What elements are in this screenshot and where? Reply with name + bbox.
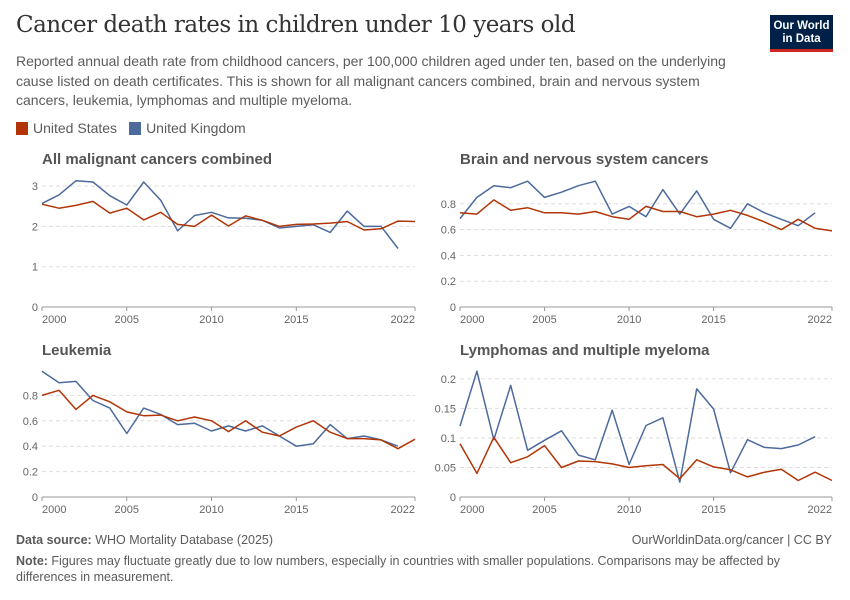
y-tick-label: 0.05 [435,462,456,474]
y-tick-label: 0.8 [23,390,38,402]
y-tick-label: 0.2 [23,467,38,479]
x-tick-label: 2010 [199,504,223,516]
x-tick-label: 2015 [284,504,308,516]
x-tick-label: 2000 [460,504,484,516]
y-tick-label: 0.6 [23,416,38,428]
y-tick-label: 0.6 [441,225,456,237]
series-line-united-states [41,389,416,450]
chart-title: Cancer death rates in children under 10 … [16,12,576,38]
panel-title: All malignant cancers combined [42,151,272,168]
source-url[interactable]: OurWorldinData.org/cancer | CC BY [631,533,832,547]
owid-logo[interactable]: Our World in Data [770,15,833,52]
y-tick-label: 0 [32,492,38,504]
x-tick-label: 2005 [115,504,139,516]
y-tick-label: 0.1 [441,433,456,445]
legend-item-united-kingdom[interactable]: United Kingdom [129,120,246,136]
y-tick-label: 1 [32,262,38,274]
x-tick-label: 2015 [284,314,308,326]
y-tick-label: 0 [32,302,38,314]
note-text: Figures may fluctuate greatly due to low… [16,554,781,584]
series-line-united-kingdom [459,370,816,483]
y-tick-label: 0.2 [441,374,456,386]
series-line-united-kingdom [41,370,399,447]
x-tick-label: 2005 [115,314,139,326]
y-tick-label: 0.4 [23,441,38,453]
y-tick-label: 3 [32,181,38,193]
y-tick-label: 0.8 [441,199,456,211]
chart-subtitle: Reported annual death rate from childhoo… [16,53,726,108]
x-tick-label: 2000 [42,314,66,326]
legend-label: United Kingdom [146,120,246,136]
x-tick-label: 2022 [808,314,832,326]
legend-swatch-united-kingdom [129,121,142,135]
legend-swatch-united-states [16,121,28,135]
panel-title: Brain and nervous system cancers [460,151,708,168]
note: Note: Figures may fluctuate greatly due … [16,553,816,585]
x-tick-label: 2005 [532,504,556,516]
y-tick-label: 2 [32,221,38,233]
y-tick-label: 0.4 [441,250,456,262]
series-line-united-states [459,199,833,232]
x-tick-label: 2000 [42,504,66,516]
panel-title: Lymphomas and multiple myeloma [460,342,710,359]
y-tick-label: 0 [450,302,456,314]
series-line-united-kingdom [41,180,399,249]
note-label: Note: [16,554,48,568]
source-text: WHO Mortality Database (2025) [91,533,274,547]
series-line-united-states [41,200,416,231]
x-tick-label: 2010 [617,314,641,326]
series-line-united-kingdom [459,180,816,230]
x-tick-label: 2000 [460,314,484,326]
x-tick-label: 2022 [808,504,832,516]
x-tick-label: 2015 [701,314,725,326]
legend-item-united-states[interactable]: United States [16,120,117,136]
legend-label: United States [33,120,118,136]
data-source: Data source: WHO Mortality Database (202… [16,533,273,547]
legend: United States United Kingdom [16,120,246,136]
y-tick-label: 0 [450,492,456,504]
source-label: Data source: [16,533,92,547]
y-tick-label: 0.15 [435,403,456,415]
panel-title: Leukemia [42,342,112,359]
y-tick-label: 0.2 [441,276,456,288]
x-tick-label: 2022 [391,314,415,326]
series-line-united-states [459,436,833,482]
x-tick-label: 2005 [532,314,556,326]
x-tick-label: 2022 [391,504,415,516]
x-tick-label: 2010 [199,314,223,326]
x-tick-label: 2010 [617,504,641,516]
x-tick-label: 2015 [701,504,725,516]
